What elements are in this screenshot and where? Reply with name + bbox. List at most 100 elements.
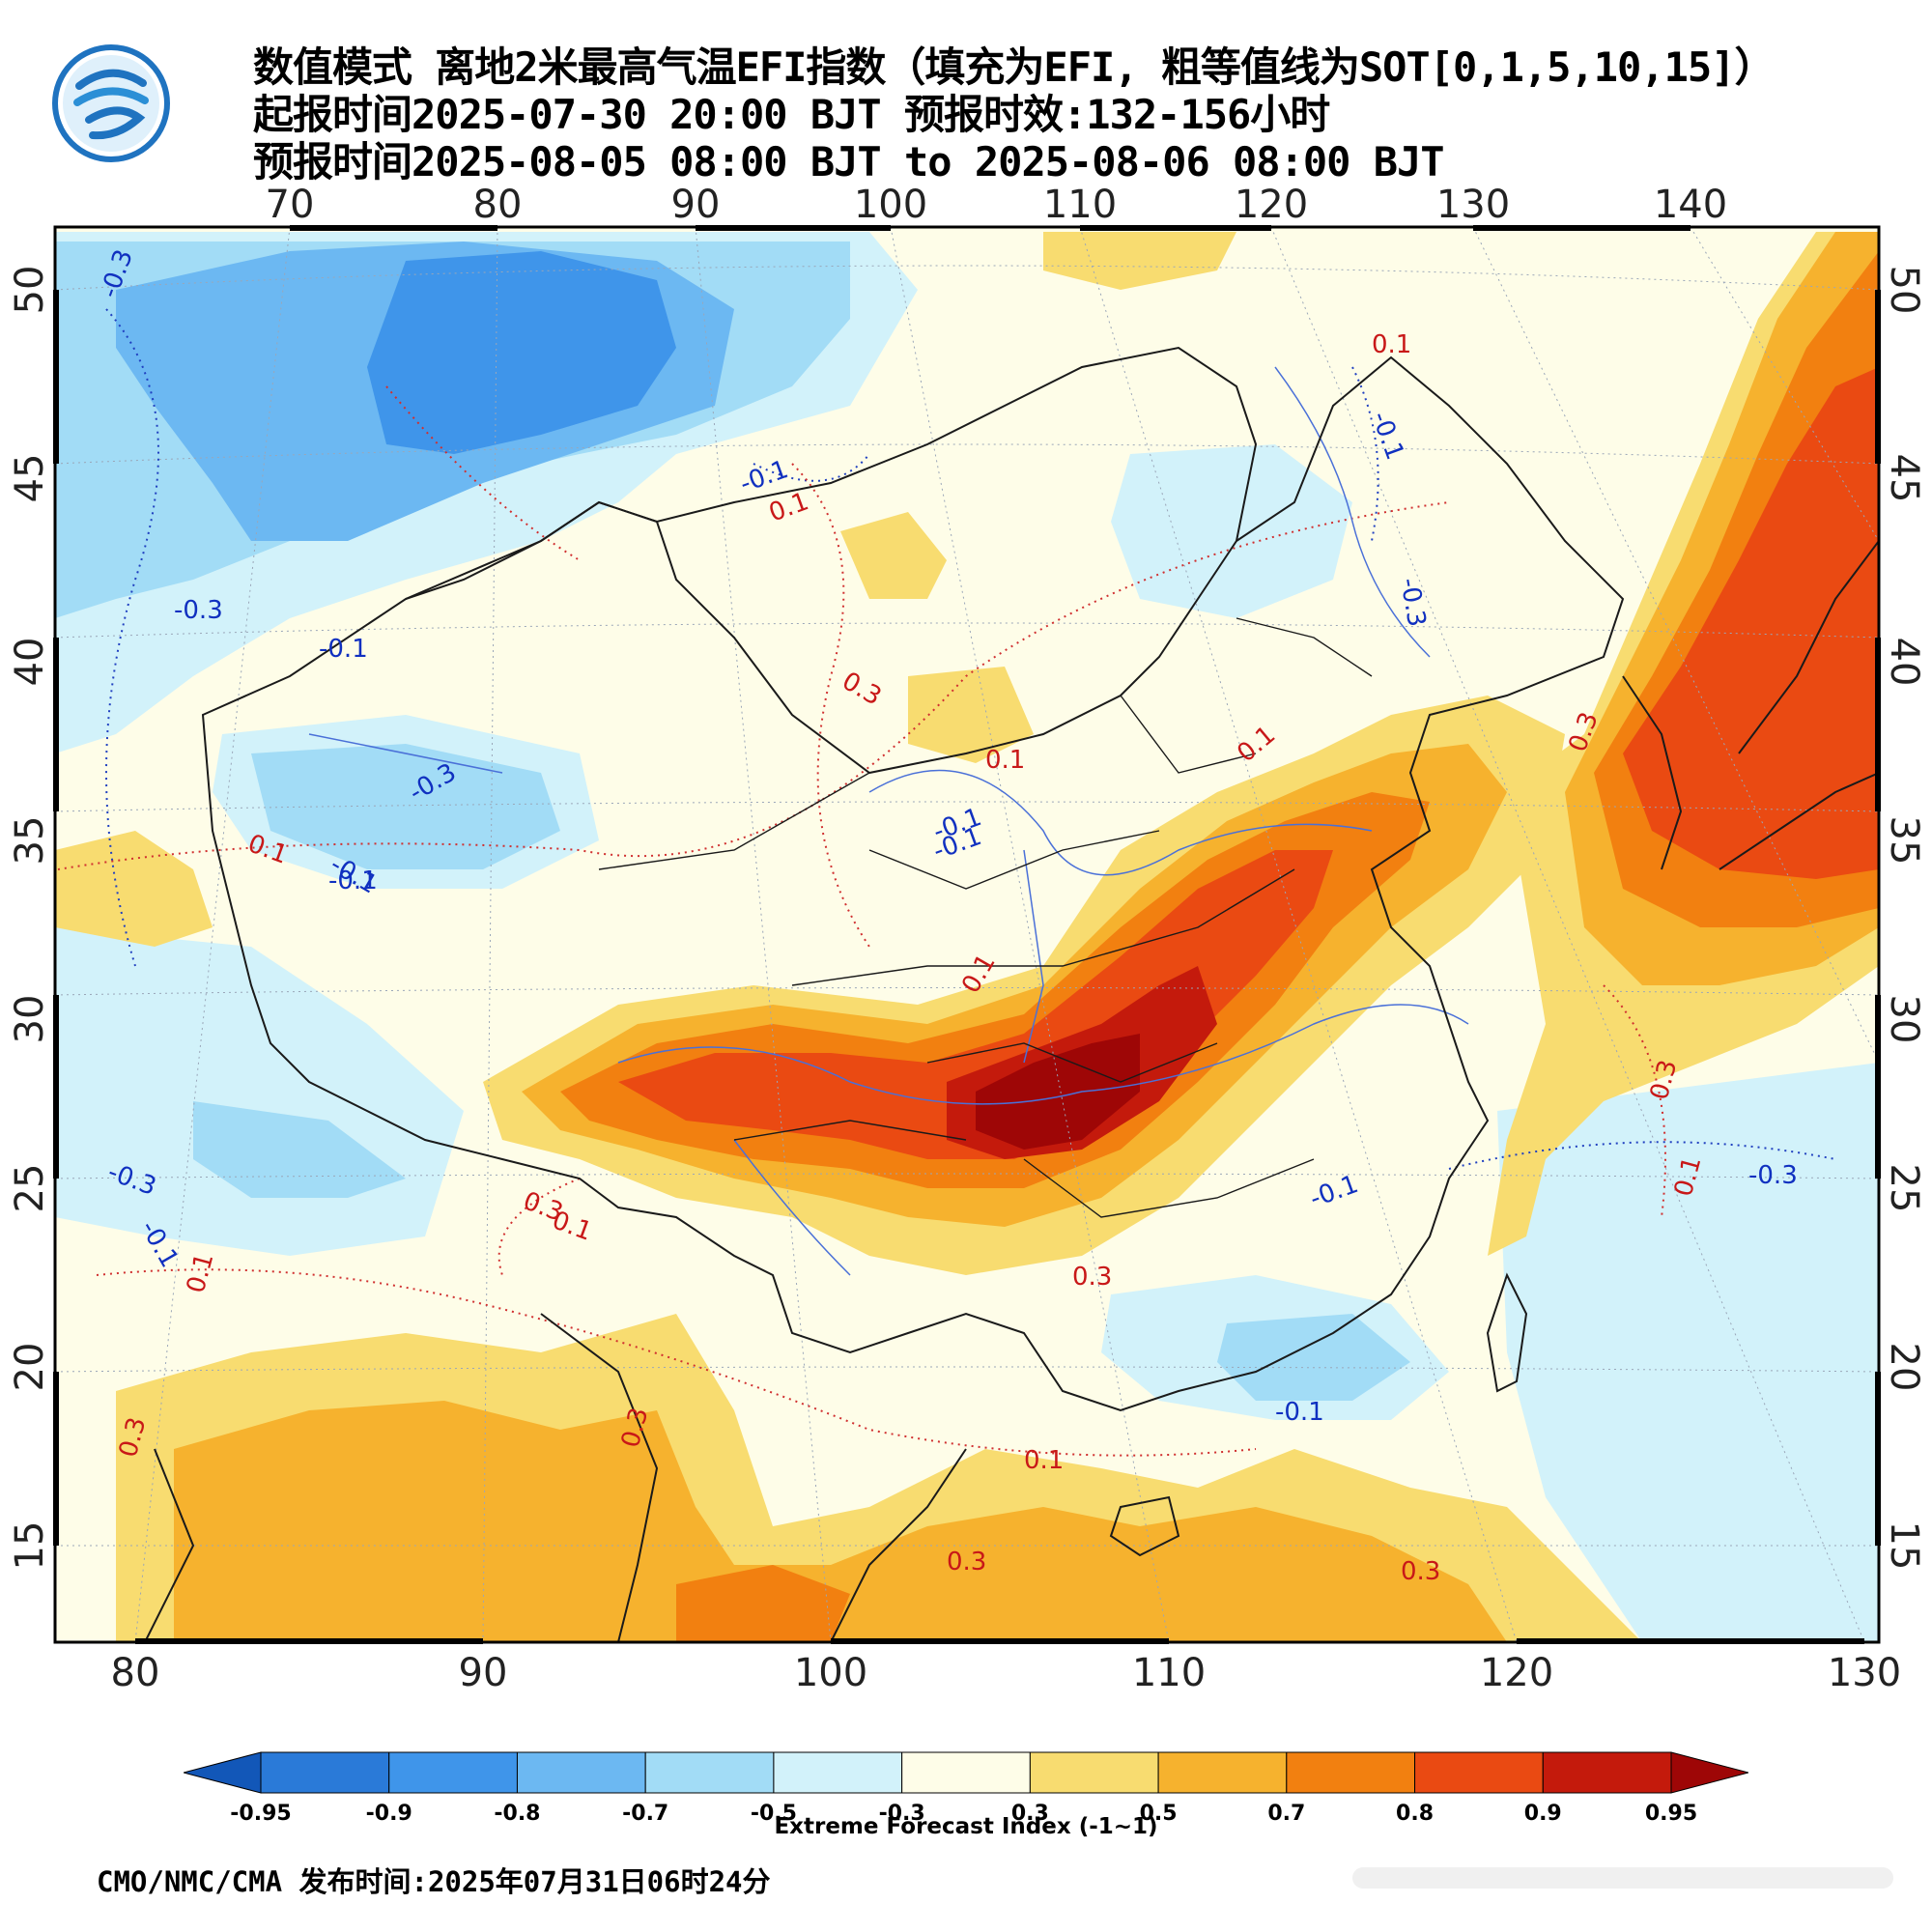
lat-label: 40: [8, 638, 52, 687]
colorbar-box: [388, 1751, 518, 1794]
borders: [144, 346, 1879, 1642]
efi-map: -0.3 -0.1 -0.3 -0.1 -0.3 -0.1 -0.1 -0.3 …: [0, 183, 1932, 1695]
contour-label: -0.1: [319, 635, 368, 664]
sot-contours: [57, 308, 1836, 1457]
efi-region-light-blue-northeast: [1111, 444, 1352, 618]
lat-label: 30: [1882, 995, 1926, 1044]
efi-region-darkest-red-center: [976, 1034, 1140, 1150]
frame-ticks: [53, 225, 1881, 1644]
lon-label: 70: [266, 184, 315, 227]
rivers: [308, 366, 1469, 1276]
china-border: [201, 355, 1625, 1412]
indochina-coast: [144, 1313, 967, 1642]
footer: CMO/NMC/CMA 发布时间:2025年07月31日06时24分: [97, 1865, 771, 1898]
lon-label: 90: [671, 184, 721, 227]
contour-label: 0.1: [1024, 1446, 1064, 1475]
colorbar-box: [644, 1751, 775, 1794]
lat-label: 25: [8, 1164, 52, 1213]
colorbar-box: [1286, 1751, 1416, 1794]
contour-label: 0.1: [1372, 330, 1411, 359]
watermark: [1352, 1867, 1893, 1889]
lat-label: 35: [1882, 816, 1926, 866]
hainan: [1109, 1495, 1180, 1557]
colorbar-tick-label: -0.7: [622, 1802, 668, 1826]
colorbar-label: Extreme Forecast Index (-1~1): [774, 1814, 1157, 1839]
map-title: 数值模式 离地2米最高气温EFI指数（填充为EFI, 粗等值线为SOT[0,1,…: [253, 43, 1775, 91]
left-lat-labels: 50 45 40 35 30 25 20 15: [8, 266, 52, 1571]
lon-label: 100: [854, 184, 927, 227]
colorbar-box: [773, 1751, 903, 1794]
lat-label: 25: [1882, 1164, 1926, 1213]
colorbar-box: [516, 1751, 646, 1794]
lon-label: 110: [1132, 1651, 1206, 1690]
efi-region-mid-blue-south-china: [1217, 1314, 1410, 1401]
top-lon-labels: 70 80 90 100 110 120 130 140: [266, 183, 1728, 227]
graticule: [55, 227, 1879, 1642]
lon-label: 90: [459, 1651, 508, 1690]
colorbar-box: [1029, 1751, 1159, 1794]
right-lat-labels: 50 45 40 35 30 25 20 15: [1882, 266, 1926, 1571]
lon-label: 130: [1828, 1651, 1901, 1690]
contour-label: 0.3: [1401, 1557, 1440, 1586]
lat-label: 40: [1882, 638, 1926, 687]
lat-label: 45: [8, 454, 52, 503]
colorbar-tick-label: 0.95: [1645, 1802, 1697, 1826]
province-borders: [598, 617, 1373, 1218]
lat-label: 45: [1882, 454, 1926, 503]
contour-label: 0.3: [1072, 1263, 1112, 1292]
lon-label: 110: [1043, 184, 1117, 227]
efi-region-blue-mongolia-core: [367, 251, 676, 454]
colorbar-tick-label: 0.8: [1396, 1802, 1434, 1826]
contour-label: -0.3: [1748, 1161, 1798, 1190]
contour-label: 0.3: [947, 1548, 986, 1577]
contour-label: -0.3: [174, 596, 223, 625]
korea-japan-coast: [1622, 540, 1879, 870]
colorbar-arrow-high: [1670, 1751, 1750, 1794]
contour-label: -0.1: [1275, 1398, 1324, 1427]
lat-label: 35: [8, 816, 52, 866]
colorbar-tick-label: -0.3: [879, 1802, 925, 1826]
map-svg: -0.3 -0.1 -0.3 -0.1 -0.3 -0.1 -0.1 -0.3 …: [8, 183, 1926, 1695]
efi-region-red-japan: [1623, 367, 1879, 879]
mongolia-border: [405, 346, 1258, 600]
lat-label: 50: [8, 266, 52, 315]
lat-label: 15: [8, 1521, 52, 1571]
lat-label: 50: [1882, 266, 1926, 315]
efi-region-orange-indochina: [174, 1401, 1507, 1642]
colorbar-tick-label: 0.3: [1011, 1802, 1049, 1826]
lon-label: 100: [794, 1651, 867, 1690]
contour-label: 0.1: [985, 746, 1025, 775]
efi-region-blue-west: [193, 1101, 406, 1198]
lat-label: 30: [8, 995, 52, 1044]
init-time: 起报时间2025-07-30 20:00 BJT 预报时效:132-156小时: [253, 91, 1330, 138]
colorbar-boxes: [182, 1751, 1750, 1794]
colorbar-tick-label: 0.5: [1140, 1802, 1178, 1826]
efi-region-dark-orange-indochina: [676, 1565, 850, 1642]
colorbar-box: [1542, 1751, 1672, 1794]
valid-time: 预报时间2025-08-05 08:00 BJT to 2025-08-06 0…: [253, 138, 1445, 185]
lon-label: 80: [473, 184, 523, 227]
lon-label: 120: [1235, 184, 1308, 227]
efi-fill-layer: [55, 232, 1879, 1642]
lat-label: 20: [8, 1343, 52, 1392]
efi-region-yellow-arabian: [55, 831, 213, 947]
lat-label: 20: [1882, 1343, 1926, 1392]
colorbar-arrow-low: [182, 1751, 262, 1794]
cma-logo-icon: [52, 44, 170, 162]
lat-label: 15: [1882, 1521, 1926, 1571]
colorbar-tick-label: -0.95: [230, 1802, 291, 1826]
colorbar-box: [1414, 1751, 1544, 1794]
colorbar-box: [901, 1751, 1031, 1794]
efi-region-red-sichuan-eastchina: [618, 850, 1333, 1159]
contour-label: -0.1: [328, 867, 378, 895]
colorbar: -0.95 -0.9 -0.8 -0.7 -0.5 -0.3 0.3 0.5 0.7 0.8 0.9…: [182, 1729, 1750, 1845]
lon-label: 140: [1654, 184, 1727, 227]
colorbar-tick-label: -0.9: [366, 1802, 412, 1826]
lon-label: 80: [111, 1651, 160, 1690]
bottom-lon-labels: 80 90 100 110 120 130: [111, 1651, 1902, 1695]
colorbar-tick-label: -0.8: [494, 1802, 540, 1826]
colorbar-ticks: -0.95 -0.9 -0.8 -0.7 -0.5 -0.3 0.3 0.5 0.7 0.8 0.9…: [230, 1802, 1697, 1826]
efi-region-blue-tarim: [251, 744, 560, 869]
lon-label: 120: [1480, 1651, 1553, 1690]
efi-region-blue-east-sea: [1497, 1063, 1879, 1642]
